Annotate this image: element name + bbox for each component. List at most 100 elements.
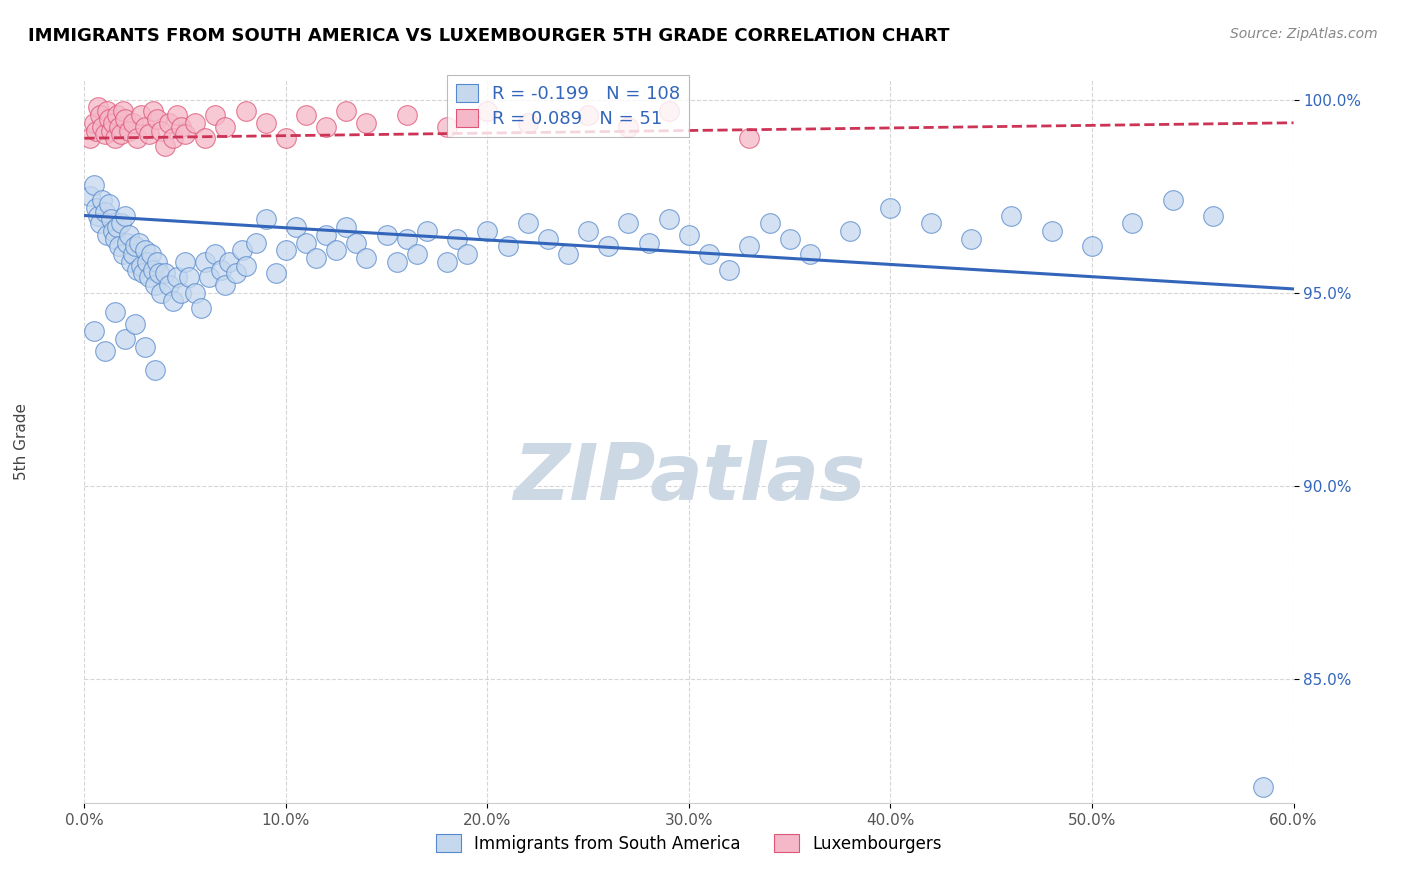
Point [658, 104, 681, 119]
Point [477, 224, 499, 238]
Point [235, 259, 257, 273]
Point [104, 131, 127, 145]
Point [799, 247, 821, 261]
Point [83, 178, 105, 192]
Point [274, 244, 297, 258]
Point [93, 343, 115, 358]
Point [96, 104, 118, 119]
Point [120, 255, 142, 269]
Point [960, 232, 983, 246]
Point [87, 100, 110, 114]
Point [446, 232, 468, 246]
Point [83, 325, 105, 339]
Text: Source: ZipAtlas.com: Source: ZipAtlas.com [1230, 27, 1378, 41]
Point [406, 247, 429, 261]
Point [142, 262, 165, 277]
Point [118, 123, 141, 137]
Point [91, 193, 114, 207]
Point [135, 255, 157, 269]
Point [96, 227, 118, 242]
Point [416, 224, 439, 238]
Point [153, 267, 176, 281]
Point [146, 112, 169, 126]
Point [93, 128, 115, 142]
Point [79, 189, 101, 203]
Point [879, 201, 901, 215]
Point [162, 293, 184, 308]
Point [105, 108, 128, 122]
Point [129, 108, 152, 122]
Point [134, 340, 156, 354]
Point [335, 104, 357, 119]
Text: IMMIGRANTS FROM SOUTH AMERICA VS LUXEMBOURGER 5TH GRADE CORRELATION CHART: IMMIGRANTS FROM SOUTH AMERICA VS LUXEMBO… [28, 27, 949, 45]
Point [115, 235, 138, 250]
Point [658, 212, 681, 227]
Point [231, 244, 253, 258]
Point [170, 285, 193, 300]
Point [839, 224, 862, 238]
Point [184, 285, 207, 300]
Point [89, 216, 111, 230]
Point [295, 235, 318, 250]
Point [254, 212, 277, 227]
Point [107, 239, 129, 253]
Point [157, 116, 180, 130]
Point [134, 244, 156, 258]
Point [516, 116, 538, 130]
Point [166, 270, 188, 285]
Point [101, 116, 124, 130]
Point [235, 104, 257, 119]
Point [138, 128, 160, 142]
Point [110, 128, 132, 142]
Point [920, 216, 942, 230]
Point [678, 227, 700, 242]
Point [245, 235, 267, 250]
Point [111, 104, 134, 119]
Point [496, 239, 519, 253]
Point [356, 116, 378, 130]
Point [395, 108, 418, 122]
Point [718, 262, 741, 277]
Point [149, 285, 172, 300]
Point [315, 120, 337, 134]
Point [97, 112, 120, 126]
Point [1081, 239, 1104, 253]
Point [101, 224, 124, 238]
Point [104, 232, 127, 246]
Point [146, 255, 169, 269]
Point [89, 108, 111, 122]
Point [83, 116, 105, 130]
Point [395, 232, 418, 246]
Point [598, 239, 620, 253]
Point [758, 216, 780, 230]
Text: ZIPatlas: ZIPatlas [513, 440, 865, 516]
Point [105, 220, 128, 235]
Point [537, 232, 560, 246]
Point [86, 201, 108, 215]
Point [557, 247, 579, 261]
Point [456, 247, 478, 261]
Point [375, 227, 398, 242]
Point [179, 270, 201, 285]
Point [1253, 780, 1275, 795]
Point [124, 239, 146, 253]
Point [138, 270, 160, 285]
Point [315, 227, 337, 242]
Point [285, 220, 308, 235]
Point [617, 216, 640, 230]
Point [214, 120, 236, 134]
Point [79, 131, 101, 145]
Point [576, 224, 599, 238]
Point [125, 262, 148, 277]
Point [174, 128, 197, 142]
Point [697, 247, 720, 261]
Y-axis label: 5th Grade: 5th Grade [14, 403, 28, 480]
Point [170, 120, 193, 134]
Point [1161, 193, 1184, 207]
Point [162, 131, 184, 145]
Point [104, 305, 127, 319]
Point [190, 301, 212, 316]
Point [157, 278, 180, 293]
Point [93, 204, 115, 219]
Point [142, 104, 165, 119]
